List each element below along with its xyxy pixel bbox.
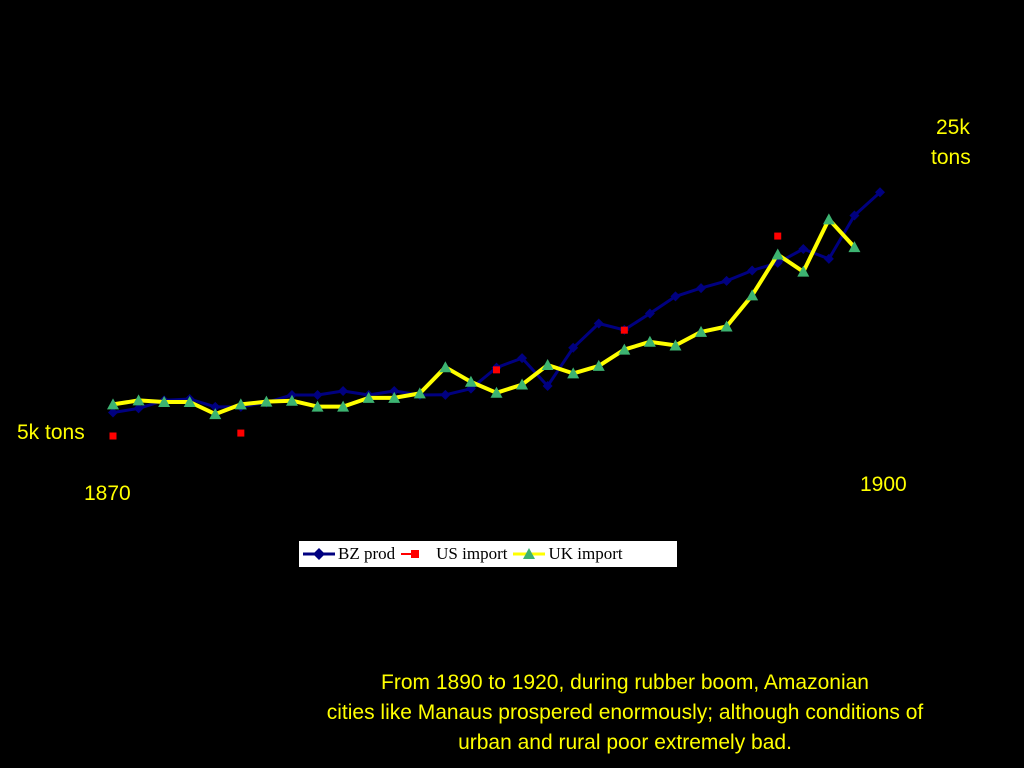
uk-import-line [112,217,856,417]
caption-line-3: urban and rural poor extremely bad. [458,731,792,754]
uk-import-point [132,394,145,406]
us-import-point [109,432,117,440]
bz-prod-legend-icon [303,548,335,560]
bz-prod-point [210,401,221,412]
bottom-label: 5k tons [17,421,85,444]
bz-prod-point [108,407,118,418]
top-label-line1: 25k [936,116,970,139]
bz-prod-point [338,386,349,397]
uk-import-point [183,396,196,408]
bz-prod-point [568,342,579,353]
uk-import-point [771,248,784,260]
uk-import-point [234,398,247,410]
uk-import-point [695,325,708,337]
caption-line-2: cities like Manaus prospered enormously;… [326,701,924,724]
us-import-legend-icon [401,550,420,558]
uk-import-legend-icon [513,548,546,559]
us-import-point [774,232,782,240]
uk-import-point [439,361,452,373]
bz-prod-line [112,191,882,414]
uk-import-point [260,395,273,407]
bz-prod-point [389,386,400,397]
uk-import-point [643,335,656,347]
uk-import-point [822,213,835,225]
uk-import-point [337,400,350,412]
uk-import-point [413,387,426,399]
bz-prod-point [542,381,553,392]
legend-label-bz-prod: BZ prod [338,544,396,563]
start-year-label: 1870 [84,482,131,505]
bz-prod-point [440,389,451,400]
uk-import-point [848,241,861,253]
uk-import-point [285,394,298,406]
legend-item-us-import: US import [401,544,507,564]
uk-import-point [490,386,503,398]
uk-import-point [797,265,810,277]
uk-import-point [541,358,554,370]
uk-import-point [669,339,682,351]
uk-import-point [362,391,375,403]
us-import-point [620,326,628,334]
bz-prod-point [696,283,707,294]
bz-prod-point [644,308,655,319]
uk-import-point [107,398,119,410]
legend-item-uk-import: UK import [513,544,623,564]
uk-import-point [618,343,631,355]
uk-import-point [516,378,529,390]
bz-prod-point [517,353,528,364]
uk-import-point [746,289,759,301]
uk-import-point [592,359,605,371]
uk-import-point [311,400,324,412]
uk-import-point [720,320,733,332]
uk-import-point [158,396,171,408]
bz-prod-point [721,275,732,286]
bz-prod-point [133,403,144,414]
legend-label-uk-import: UK import [548,544,623,563]
caption-line-1: From 1890 to 1920, during rubber boom, A… [381,671,869,694]
legend-item-bz-prod: BZ prod [303,544,395,564]
uk-import-point [567,367,580,379]
caption: From 1890 to 1920, during rubber boom, A… [250,668,1000,758]
legend-label-us-import: US import [436,544,508,563]
bz-prod-point [312,389,323,400]
uk-import-point [388,391,401,403]
top-label-line2: tons [931,146,971,169]
bz-prod-point [593,318,604,329]
bz-prod-point [849,210,860,221]
bz-prod-point [670,291,681,302]
uk-import-point [464,375,477,387]
end-year-label: 1900 [860,473,907,496]
bz-prod-point [875,187,885,198]
us-import-point [237,429,245,437]
bz-prod-point [798,244,809,255]
bz-prod-point [823,253,834,264]
us-import-point [493,366,500,374]
chart-legend: BZ prod US import UK import [298,540,678,568]
bz-prod-point [747,265,758,276]
uk-import-point [209,408,222,420]
